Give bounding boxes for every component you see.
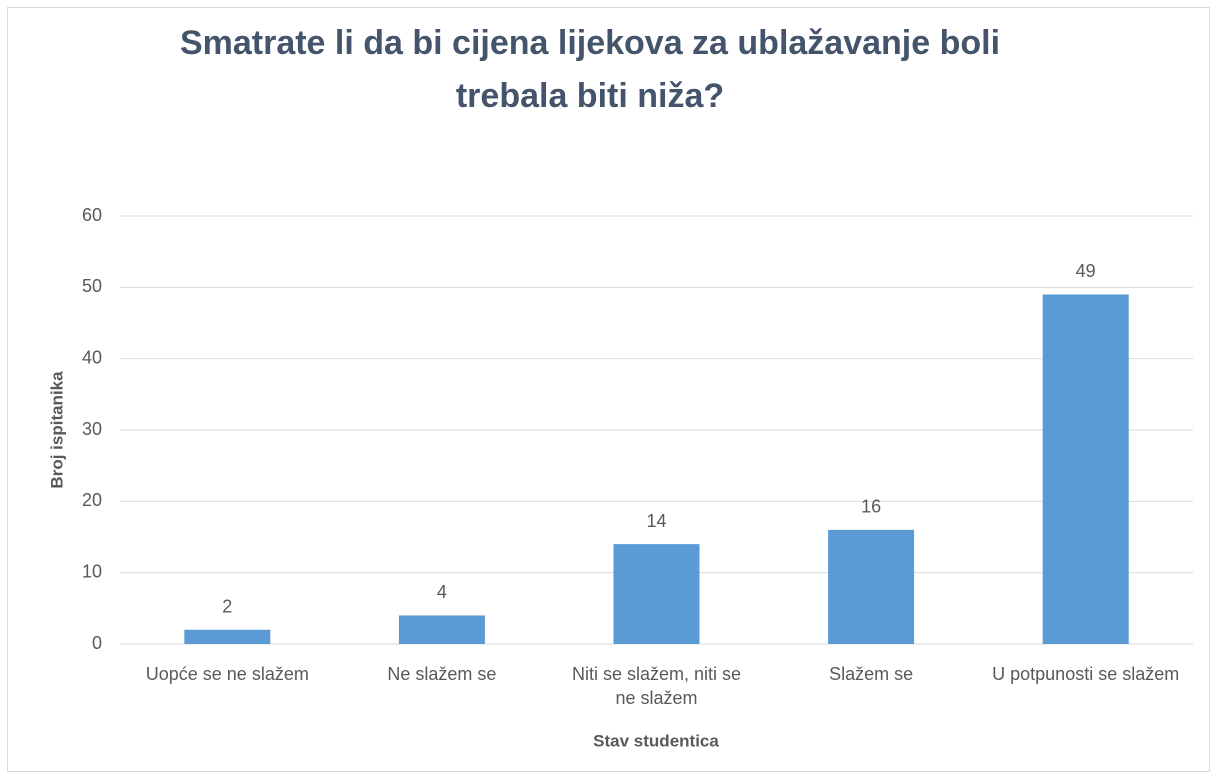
data-label: 2: [222, 596, 232, 616]
x-tick-label: Ne slažem se: [387, 664, 497, 684]
x-tick-label: Uopće se ne slažem: [145, 664, 309, 684]
x-axis-label: Stav studentica: [593, 731, 719, 750]
y-tick-label: 50: [82, 276, 102, 296]
chart-title: trebala biti niža?: [456, 77, 724, 115]
data-label: 4: [437, 582, 447, 602]
data-label: 16: [861, 497, 881, 517]
y-axis-label: Broj ispitanika: [47, 371, 66, 489]
x-tick-label: Niti se slažem, niti se ne slažem: [571, 664, 742, 708]
data-label: 14: [646, 511, 666, 531]
y-tick-label: 10: [82, 561, 102, 581]
y-tick-label: 0: [92, 633, 102, 653]
data-label: 49: [1076, 261, 1096, 281]
y-tick-label: 60: [82, 205, 102, 225]
y-tick-label: 20: [82, 490, 102, 510]
chart-title: Smatrate li da bi cijena lijekova za ubl…: [180, 24, 1000, 62]
chart-border: [7, 7, 1210, 772]
bar: [828, 529, 915, 644]
y-tick-label: 40: [82, 347, 102, 367]
x-tick-label: U potpunosti se slažem: [992, 664, 1180, 684]
bar: [398, 615, 485, 644]
bar: [1042, 294, 1129, 644]
y-tick-label: 30: [82, 419, 102, 439]
bar: [184, 629, 271, 644]
x-tick-label: Slažem se: [829, 664, 914, 684]
bar: [613, 544, 700, 644]
